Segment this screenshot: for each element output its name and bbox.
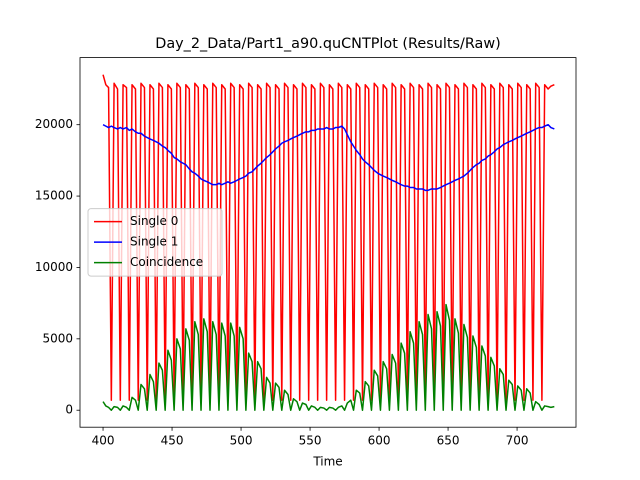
legend-label: Single 0 [130,214,178,228]
x-tick-label: 650 [437,434,460,448]
x-tick-label: 400 [92,434,115,448]
x-tick-label: 500 [230,434,253,448]
x-tick-label: 550 [299,434,322,448]
x-axis-label: Time [312,455,342,469]
series-line [102,74,555,401]
y-tick-label: 20000 [35,117,73,131]
chart-title: Day_2_Data/Part1_a90.quCNTPlot (Results/… [155,36,501,52]
series-line [102,303,555,411]
x-tick-label: 600 [368,434,391,448]
y-tick-label: 15000 [35,189,73,203]
y-tick-label: 10000 [35,260,73,274]
legend-box [87,208,223,277]
x-tick-label: 700 [506,434,529,448]
axes-frame [79,57,577,428]
y-tick-label: 0 [65,403,73,417]
legend-label: Coincidence [130,255,203,269]
y-tick-label: 5000 [42,331,73,345]
legend-label: Single 1 [130,235,178,249]
series-line [102,123,555,192]
x-tick-label: 450 [161,434,184,448]
